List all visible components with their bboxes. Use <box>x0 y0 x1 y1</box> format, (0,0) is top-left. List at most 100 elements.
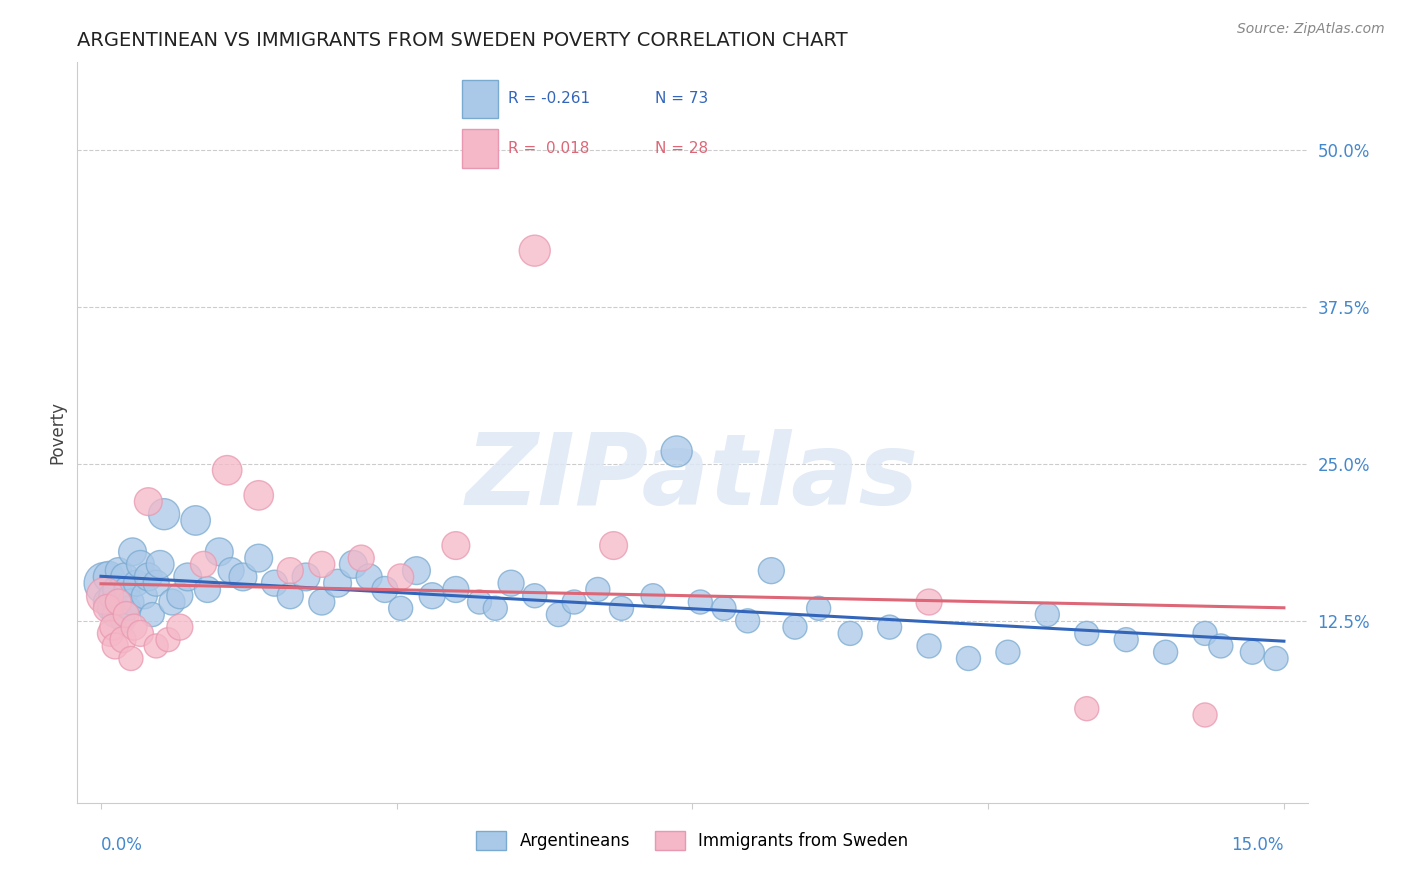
Point <box>562 595 585 609</box>
Point <box>1241 645 1264 659</box>
Point <box>1154 645 1177 659</box>
Point <box>208 545 231 559</box>
Point <box>737 614 759 628</box>
Point <box>145 576 167 591</box>
Point <box>94 589 117 603</box>
Point <box>389 570 412 584</box>
Point <box>136 494 159 508</box>
Point <box>1194 708 1216 723</box>
Legend: Argentineans, Immigrants from Sweden: Argentineans, Immigrants from Sweden <box>477 830 908 850</box>
Point <box>107 595 129 609</box>
Point <box>602 539 624 553</box>
Point <box>122 620 145 634</box>
Point <box>761 564 783 578</box>
Point <box>997 645 1019 659</box>
Point <box>1265 651 1288 665</box>
Point <box>160 595 183 609</box>
Point <box>115 582 138 597</box>
Point <box>157 632 180 647</box>
Point <box>217 463 239 477</box>
Point <box>311 558 333 572</box>
Point <box>96 601 118 615</box>
Point <box>665 444 688 458</box>
Point <box>468 595 491 609</box>
Point <box>278 589 301 603</box>
Point <box>783 620 806 634</box>
Point <box>134 589 156 603</box>
Point <box>120 595 142 609</box>
Point <box>121 545 143 559</box>
Point <box>129 558 152 572</box>
Point <box>586 582 609 597</box>
Point <box>420 589 443 603</box>
Point <box>219 564 242 578</box>
Point <box>112 632 135 647</box>
Text: Source: ZipAtlas.com: Source: ZipAtlas.com <box>1237 22 1385 37</box>
Point <box>247 488 270 502</box>
Point <box>444 539 467 553</box>
Point <box>129 626 152 640</box>
Point <box>141 607 163 622</box>
Point <box>112 614 135 628</box>
Point <box>232 570 254 584</box>
Text: 15.0%: 15.0% <box>1232 836 1284 855</box>
Point <box>641 589 664 603</box>
Point <box>101 589 124 603</box>
Point <box>1209 639 1232 653</box>
Point <box>149 558 172 572</box>
Point <box>499 576 522 591</box>
Point <box>326 576 349 591</box>
Point <box>1115 632 1137 647</box>
Point <box>247 551 270 566</box>
Point <box>1194 626 1216 640</box>
Point <box>1076 626 1098 640</box>
Point <box>115 607 138 622</box>
Point <box>107 564 129 578</box>
Point <box>97 570 120 584</box>
Point <box>957 651 980 665</box>
Point <box>114 570 136 584</box>
Point <box>1036 607 1059 622</box>
Point <box>278 564 301 578</box>
Point <box>350 551 373 566</box>
Point <box>104 607 127 622</box>
Point <box>125 576 148 591</box>
Point <box>184 513 207 527</box>
Point <box>918 639 941 653</box>
Point <box>96 595 118 609</box>
Point <box>359 570 381 584</box>
Point <box>295 570 318 584</box>
Point <box>100 626 122 640</box>
Point <box>523 589 546 603</box>
Point <box>523 244 546 258</box>
Point <box>117 601 139 615</box>
Point <box>110 595 132 609</box>
Point <box>153 507 176 521</box>
Point <box>1076 701 1098 715</box>
Point <box>100 601 122 615</box>
Point <box>145 639 167 653</box>
Point <box>105 582 128 597</box>
Point <box>689 595 711 609</box>
Point <box>389 601 412 615</box>
Point <box>197 582 219 597</box>
Point <box>101 620 124 634</box>
Text: ARGENTINEAN VS IMMIGRANTS FROM SWEDEN POVERTY CORRELATION CHART: ARGENTINEAN VS IMMIGRANTS FROM SWEDEN PO… <box>77 30 848 50</box>
Point <box>610 601 633 615</box>
Point <box>484 601 506 615</box>
Y-axis label: Poverty: Poverty <box>48 401 66 464</box>
Point <box>374 582 396 597</box>
Point <box>120 651 142 665</box>
Point <box>444 582 467 597</box>
Point <box>405 564 427 578</box>
Point <box>311 595 333 609</box>
Point <box>342 558 364 572</box>
Point <box>136 570 159 584</box>
Point <box>918 595 941 609</box>
Point <box>713 601 735 615</box>
Point <box>807 601 830 615</box>
Point <box>263 576 285 591</box>
Point <box>104 639 127 653</box>
Point <box>879 620 901 634</box>
Point <box>177 570 200 584</box>
